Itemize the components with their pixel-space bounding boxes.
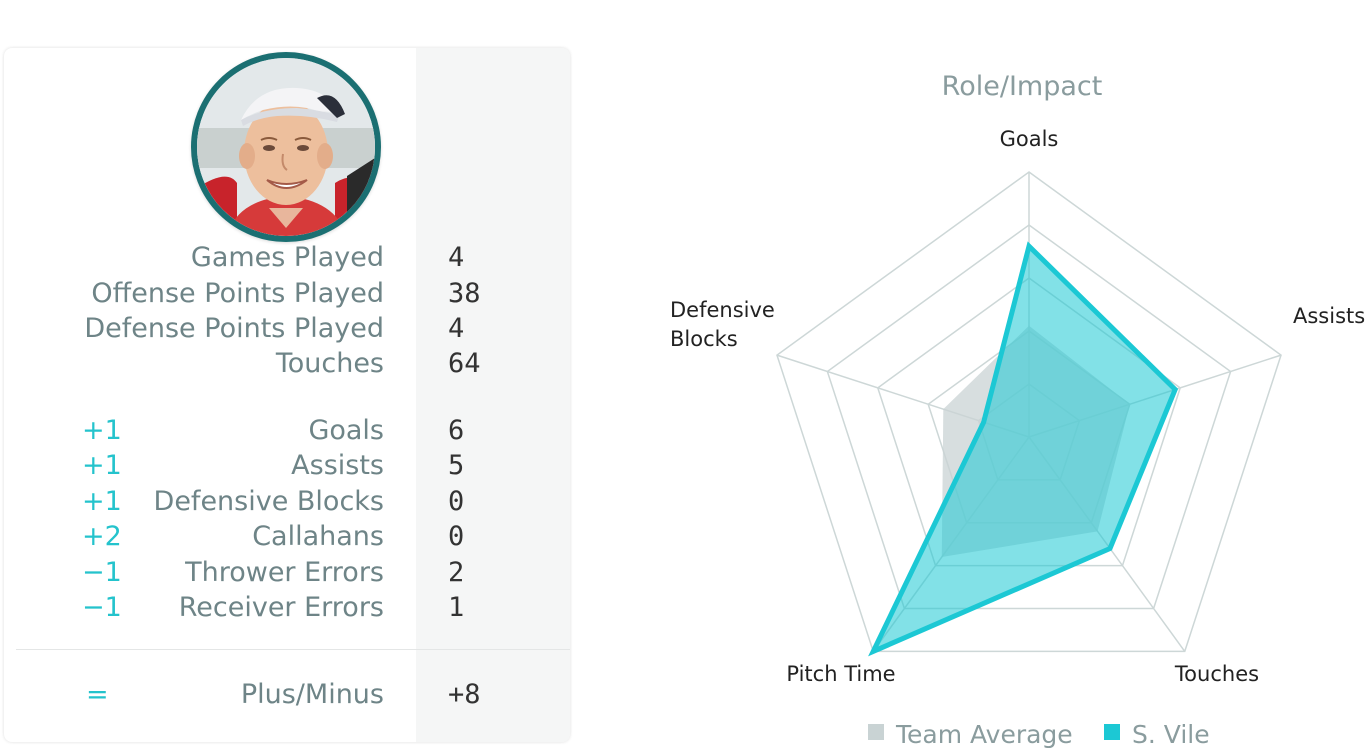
total-divider — [16, 649, 570, 650]
stat-value: 0 — [448, 486, 465, 517]
player-stats-card: Games Played 4 Offense Points Played 38 … — [4, 48, 570, 742]
grid-ring-5 — [776, 171, 1282, 653]
stat-label: Goals — [308, 415, 384, 446]
plus-minus-value: +8 — [448, 679, 481, 710]
stat-value: 0 — [448, 521, 465, 552]
role-impact-chart: Role/Impact Goals Assists Touches Pitch Time… — [600, 0, 1372, 750]
score-weight: +1 — [82, 486, 122, 517]
scoring-row-thrower-errors: −1 Thrower Errors 2 — [4, 556, 570, 590]
plus-minus-label: Plus/Minus — [240, 679, 384, 710]
axis-label-pitch-time: Pitch Time — [786, 662, 895, 686]
stat-label: Touches — [275, 348, 384, 379]
stat-label: Games Played — [190, 242, 384, 273]
scoring-row-receiver-errors: −1 Receiver Errors 1 — [4, 591, 570, 625]
axis-label-defensive-blocks: Defensive Blocks — [670, 298, 775, 351]
data-point-s-vile-4 — [983, 421, 985, 423]
data-point-s-vile-0 — [1028, 245, 1030, 247]
legend-swatch-s-vile — [1104, 724, 1120, 740]
stat-row-defense-points: Defense Points Played 4 — [4, 312, 570, 346]
chart-title: Role/Impact — [942, 71, 1103, 102]
data-point-s-vile-3 — [872, 650, 874, 652]
legend-swatch-team-average — [868, 724, 884, 740]
stat-value: 2 — [448, 557, 465, 588]
data-point-s-vile-2 — [1109, 547, 1111, 549]
grid-ring-4 — [826, 224, 1232, 610]
stat-value: 38 — [448, 278, 481, 309]
stat-label: Assists — [291, 450, 384, 481]
scoring-row-defensive-blocks: +1 Defensive Blocks 0 — [4, 485, 570, 519]
axis-label-touches: Touches — [1174, 662, 1259, 686]
stat-label: Receiver Errors — [178, 592, 384, 623]
stat-value: 64 — [448, 348, 481, 379]
stat-value: 1 — [448, 592, 465, 623]
score-weight: −1 — [82, 592, 122, 623]
axis-label-goals: Goals — [1000, 127, 1059, 151]
axis-label-assists: Assists — [1293, 304, 1365, 328]
stat-value: 5 — [448, 450, 465, 481]
stat-row-games-played: Games Played 4 — [4, 241, 570, 275]
data-point-team-average-4 — [942, 408, 944, 410]
stat-row-touches: Touches 64 — [4, 347, 570, 381]
stat-label: Thrower Errors — [185, 557, 384, 588]
stat-value: 6 — [448, 415, 465, 446]
stat-value: 4 — [448, 313, 465, 344]
score-weight: +1 — [82, 450, 122, 481]
series-s-vile-area — [868, 241, 1179, 657]
stat-label: Defensive Blocks — [153, 486, 384, 517]
score-weight: +1 — [82, 415, 122, 446]
scoring-row-goals: +1 Goals 6 — [4, 414, 570, 448]
radar-chart-svg: Role/Impact Goals Assists Touches Pitch Time… — [670, 71, 1365, 749]
data-point-s-vile-1 — [1174, 389, 1176, 391]
score-weight: +2 — [82, 521, 122, 552]
stat-label: Defense Points Played — [84, 313, 384, 344]
legend-label-s-vile: S. Vile — [1132, 720, 1210, 749]
score-weight: −1 — [82, 557, 122, 588]
scoring-row-assists: +1 Assists 5 — [4, 449, 570, 483]
equals-sign: = — [86, 679, 109, 710]
stat-label: Callahans — [252, 521, 384, 552]
stat-value: 4 — [448, 242, 465, 273]
player-avatar — [191, 52, 381, 242]
legend-label-team-average: Team Average — [895, 720, 1073, 749]
stat-row-offense-points: Offense Points Played 38 — [4, 277, 570, 311]
stat-label: Offense Points Played — [91, 278, 384, 309]
values-column-background — [416, 48, 570, 742]
scoring-row-callahans: +2 Callahans 0 — [4, 520, 570, 554]
plus-minus-row: = Plus/Minus +8 — [4, 678, 570, 712]
